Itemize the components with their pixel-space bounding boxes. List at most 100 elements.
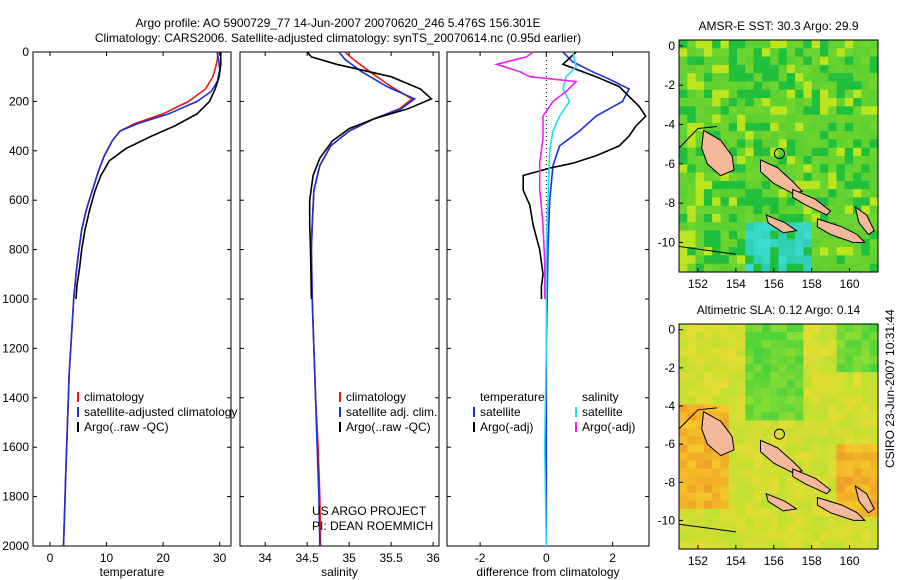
sst_map-cell [728, 56, 738, 66]
sla_map-cell [820, 356, 829, 365]
sla_map-cell [703, 348, 713, 357]
sst_map-cell [695, 73, 705, 82]
sla_map-cell [737, 348, 746, 357]
sst_map-cell [753, 189, 763, 198]
sla_map-cell [720, 340, 730, 349]
sst_map-cell [795, 122, 804, 132]
sst_map-cell [720, 122, 730, 132]
sst_map-cell [869, 73, 879, 82]
sst_map-cell [803, 64, 813, 74]
sla_map-cell [778, 428, 788, 438]
sst_map-cell [695, 131, 705, 140]
sst_map-cell [869, 263, 879, 273]
sla_map-cell [695, 436, 705, 446]
sst_map-cell [720, 48, 730, 58]
sla_map-cell [861, 388, 871, 397]
temperature-xtick-label: 10 [100, 551, 114, 565]
sst_map-cell [737, 172, 746, 182]
sst_map-cell [811, 189, 821, 198]
sst_map-cell [786, 263, 796, 273]
sla_map-cell [853, 524, 862, 534]
sla_map-cell [770, 388, 780, 397]
sst_map-cell [679, 122, 688, 132]
sla_map-cell [720, 404, 730, 413]
salinity-xlabel: salinity [321, 565, 358, 579]
sst_map-cell [728, 147, 738, 157]
sla_map-cell [737, 428, 746, 438]
sst_map-cell [712, 89, 722, 99]
sla_map-cell [869, 444, 879, 454]
sla_map-cell [712, 468, 722, 478]
sal-legend-sat-label: satellite adj. clim. [346, 405, 437, 419]
sst_map-cell [836, 89, 846, 99]
sla_map-cell [836, 436, 846, 446]
sla_map-cell [687, 516, 697, 526]
sla_map-cell [836, 388, 846, 397]
sst_map-cell [679, 131, 688, 140]
sla_map-cell [836, 484, 846, 494]
title-line-2: Climatology: CARS2006. Satellite-adjuste… [95, 31, 581, 45]
sst_map-cell [753, 156, 763, 165]
sst_map-cell [712, 81, 722, 91]
sst_map-cell [820, 230, 829, 240]
sla_map-island [792, 468, 832, 495]
sla_map-cell [778, 516, 788, 526]
sst_map-cell [712, 98, 722, 107]
sla_map-cell [761, 524, 771, 534]
sla_map-cell [786, 476, 796, 486]
sst_map-cell [786, 131, 796, 140]
sst_map-cell [728, 131, 738, 140]
sla_map-cell [761, 420, 771, 429]
sla_map-cell [737, 516, 746, 526]
sst_map-cell [712, 180, 722, 190]
sst_map-cell [753, 230, 763, 240]
sst_map-cell [869, 89, 879, 99]
project-line-2: PI: DEAN ROEMMICH [312, 519, 433, 533]
sla_map-cell [761, 508, 771, 518]
sla_map-cell [869, 356, 879, 365]
sst_map-cell [836, 214, 846, 223]
sla_map-cell [720, 508, 730, 518]
sla_map-cell [778, 420, 788, 429]
sla_map-cell [753, 436, 763, 446]
sla_map-coastline [678, 407, 717, 430]
sla_map-cell [712, 364, 722, 373]
salinity-xtick-label: 34 [259, 551, 273, 565]
sla_map-cell [811, 524, 821, 534]
sst_map-cell [745, 189, 755, 198]
sst_map-cell [745, 81, 755, 91]
sla_map-cell [803, 468, 813, 478]
sla_map-cell [795, 484, 804, 494]
sla_map-cell [761, 324, 771, 333]
sst_map-cell [811, 180, 821, 190]
sla_map-cell [803, 404, 813, 413]
sst_map-cell [703, 40, 713, 49]
sla_map-cell [703, 340, 713, 349]
sst_map-cell [720, 230, 730, 240]
sst_map-cell [679, 238, 688, 248]
sla_map-cell [687, 460, 697, 470]
sst_map-cell [869, 189, 879, 198]
sla_map-cell [853, 468, 862, 478]
sst_map-cell [869, 114, 879, 124]
sst_map-cell [869, 156, 879, 165]
sla_map-cell [786, 444, 796, 454]
sla_map-island [854, 484, 875, 514]
sst_map-cell [712, 205, 722, 215]
sst_map-cell [745, 156, 755, 165]
sst_map-cell [803, 114, 813, 124]
sst_map-cell [770, 122, 780, 132]
sla_map-cell [869, 460, 879, 470]
sst_map-cell [795, 214, 804, 223]
sst_map-cell [778, 205, 788, 215]
sla_map-cell [869, 468, 879, 478]
sst_map-cell [828, 40, 838, 49]
sla_map-cell [795, 516, 804, 526]
sst_map-cell [811, 255, 821, 265]
sla_map-cell [687, 444, 697, 454]
sla_map-cell [869, 541, 879, 550]
sla_map-cell [728, 460, 738, 470]
sla_map-cell [745, 388, 755, 397]
sla_map-cell [695, 460, 705, 470]
temperature-ytick-label: 1000 [2, 292, 29, 306]
